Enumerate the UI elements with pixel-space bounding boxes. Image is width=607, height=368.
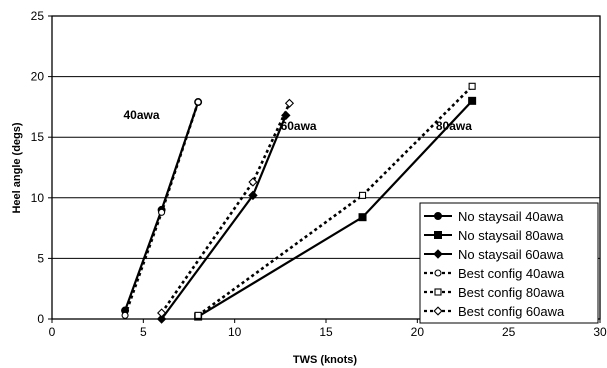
point-no-staysail-60awa-1 [248,190,258,201]
legend-marker-5 [433,306,443,316]
y-tick-label-1: 5 [37,251,44,265]
legend-marker-4 [434,288,442,296]
legend-label-1: No staysail 80awa [458,228,564,243]
axes: 0 5 10 15 20 25 0 5 10 15 20 25 30 [31,9,607,339]
legend-box [419,202,599,324]
legend-label-2: No staysail 60awa [458,247,564,262]
x-tick-label-4: 20 [411,325,425,339]
point-best-config-40awa-1 [158,208,166,216]
point-no-staysail-60awa-0 [156,314,167,324]
point-best-config-60awa-0 [157,308,167,318]
series-best-config-80awa [194,82,476,319]
series-best-config-60awa [157,98,295,318]
annotation-60awa: 60awa [281,119,317,133]
point-best-config-40awa-2 [194,98,202,106]
legend-entry-best-config-40awa: Best config 40awa [424,266,565,281]
annotation-80awa: 80awa [436,119,472,133]
series-line-best-config-60awa [160,102,291,314]
annotations: 40awa 60awa 80awa [123,108,472,133]
legend: No staysail 40awa No staysail 80awa No sta… [419,202,599,324]
legend-marker-2 [433,249,443,259]
point-best-config-80awa-0 [194,311,202,319]
series-line-best-config-80awa [197,85,474,317]
x-tick-label-6: 30 [593,325,607,339]
legend-marker-3 [434,269,442,277]
y-tick-label-4: 20 [31,70,45,84]
legend-entry-no-staysail-80awa: No staysail 80awa [424,228,564,243]
annotation-40awa: 40awa [123,108,159,122]
y-axis-title: Heel angle (degs) [11,122,23,213]
legend-label-3: Best config 40awa [458,266,565,281]
series-group [121,82,477,324]
legend-entry-no-staysail-40awa: No staysail 40awa [424,209,564,224]
point-no-staysail-80awa-1 [358,213,367,222]
legend-entry-best-config-80awa: Best config 80awa [424,285,565,300]
point-best-config-40awa-0 [121,311,129,319]
series-best-config-40awa [121,98,202,319]
y-tick-label-3: 15 [31,130,45,144]
x-tick-label-5: 25 [502,325,516,339]
point-best-config-60awa-2 [284,98,295,108]
legend-entry-no-staysail-60awa: No staysail 60awa [424,247,564,262]
legend-marker-0 [434,212,442,220]
legend-label-4: Best config 80awa [458,285,565,300]
point-no-staysail-80awa-2 [468,96,477,105]
legend-marker-1 [434,231,442,239]
legend-entry-best-config-60awa: Best config 60awa [424,304,565,319]
x-tick-label-1: 5 [140,325,147,339]
x-axis-title: TWS (knots) [293,354,357,366]
y-tick-label-5: 25 [31,9,45,23]
point-best-config-80awa-1 [358,191,367,199]
y-tick-label-2: 10 [31,191,45,205]
x-tick-label-0: 0 [49,325,56,339]
y-tick-label-0: 0 [37,312,44,326]
point-best-config-80awa-2 [468,82,476,90]
legend-label-0: No staysail 40awa [458,209,564,224]
x-tick-label-3: 15 [319,325,333,339]
x-tick-label-2: 10 [228,325,242,339]
legend-label-5: Best config 60awa [458,304,565,319]
point-best-config-60awa-1 [248,177,258,187]
